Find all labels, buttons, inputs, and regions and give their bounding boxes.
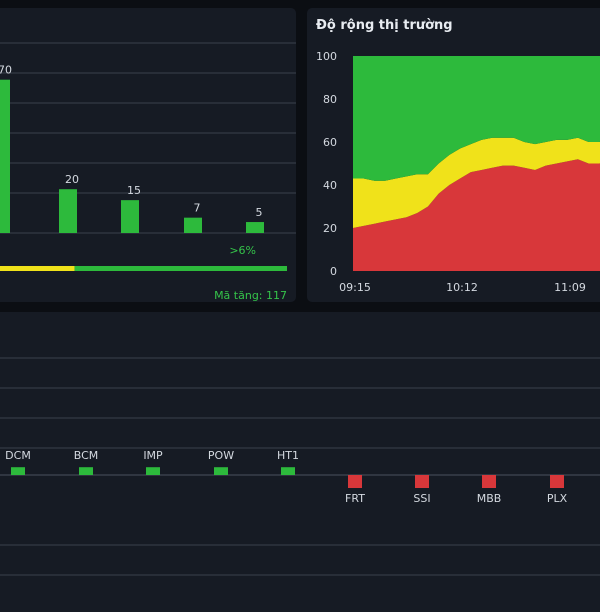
stock-impact-chart: DCM BCM IMP POW HT1 FRT SSI MBB PLX [0, 357, 600, 576]
x-tick-label-1: 10:12 [446, 281, 478, 294]
stock-label-bcm: BCM [74, 449, 99, 462]
up-threshold-label: >6% [229, 244, 256, 257]
bar-value-label-1: 20 [65, 173, 79, 186]
left-panel-texts: >6% Mã tăng: 117 [214, 244, 287, 302]
stock-bar-imp [146, 467, 160, 475]
left-panel: 70 20 15 7 5 >6% Mã tăng: 117 [0, 8, 296, 302]
stock-label-ht1: HT1 [277, 449, 299, 462]
stock-bar-plx [550, 475, 564, 488]
stock-bar-mbb [482, 475, 496, 488]
stock-label-mbb: MBB [477, 492, 502, 505]
bar-value-label-3: 7 [194, 202, 201, 215]
stock-label-imp: IMP [143, 449, 163, 462]
stock-label-ssi: SSI [413, 492, 430, 505]
stock-label-frt: FRT [345, 492, 365, 505]
stock-bar-ht1 [281, 467, 295, 475]
bar-value-label-4: 5 [256, 206, 263, 219]
market-breadth-chart: Độ rộng thị trường 0 20 40 60 80 100 09:15 10:1… [316, 18, 600, 294]
ratio-up-segment [74, 266, 288, 271]
stock-bar-bcm [79, 467, 93, 475]
stock-bar-pow [214, 467, 228, 475]
bottom-panel: DCM BCM IMP POW HT1 FRT SSI MBB PLX [0, 312, 600, 612]
stock-bar-frt [348, 475, 362, 488]
bar-2 [121, 200, 139, 233]
y-tick-label-4: 80 [323, 93, 337, 106]
breadth-area-2 [353, 56, 600, 181]
bar-0 [0, 79, 10, 233]
x-tick-label-2: 11:09 [554, 281, 586, 294]
ratio-flat-segment [0, 266, 75, 271]
breadth-area-1 [353, 137, 600, 228]
y-tick-label-2: 40 [323, 179, 337, 192]
rising-count-label: Mã tăng: 117 [214, 289, 287, 302]
stock-bar-ssi [415, 475, 429, 488]
top-bars-chart: 70 20 15 7 5 [0, 42, 296, 271]
market-breadth-title: Độ rộng thị trường [316, 18, 453, 33]
bar-value-label-2: 15 [127, 184, 141, 197]
y-tick-label-1: 20 [323, 222, 337, 235]
y-tick-label-3: 60 [323, 136, 337, 149]
stock-label-dcm: DCM [5, 449, 31, 462]
right-panel: Độ rộng thị trường 0 20 40 60 80 100 09:15 10:1… [307, 8, 600, 302]
stock-label-pow: POW [208, 449, 234, 462]
bar-1 [59, 189, 77, 233]
y-tick-label-0: 0 [330, 265, 337, 278]
y-tick-label-5: 100 [316, 50, 337, 63]
bar-3 [184, 217, 202, 233]
x-tick-label-0: 09:15 [339, 281, 371, 294]
stock-label-plx: PLX [547, 492, 568, 505]
bar-value-label-0: 70 [0, 64, 12, 77]
bar-4 [246, 222, 264, 233]
stock-bar-dcm [11, 467, 25, 475]
breadth-area-0 [353, 159, 600, 271]
